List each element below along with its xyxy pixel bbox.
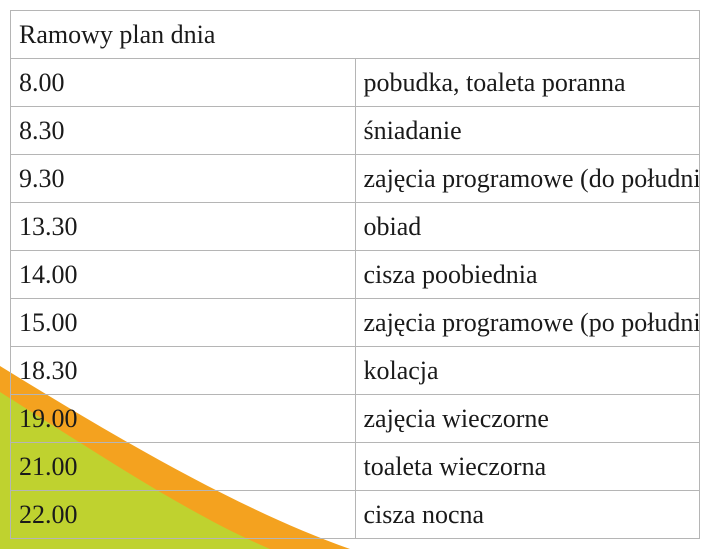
activity-cell: cisza poobiednia <box>354 250 700 299</box>
table-row: 8.30 śniadanie <box>10 106 700 155</box>
table-row: 19.00 zajęcia wieczorne <box>10 394 700 443</box>
time-cell: 21.00 <box>10 442 356 491</box>
time-cell: 14.00 <box>10 250 356 299</box>
activity-cell: zajęcia wieczorne <box>354 394 700 443</box>
time-cell: 18.30 <box>10 346 356 395</box>
time-cell: 8.30 <box>10 106 356 155</box>
title-row: Ramowy plan dnia <box>10 10 700 59</box>
table-row: 14.00 cisza poobiednia <box>10 250 700 299</box>
table-title: Ramowy plan dnia <box>10 10 700 59</box>
activity-cell: kolacja <box>354 346 700 395</box>
time-cell: 15.00 <box>10 298 356 347</box>
activity-cell: obiad <box>354 202 700 251</box>
table-row: 8.00 pobudka, toaleta poranna <box>10 58 700 107</box>
time-cell: 22.00 <box>10 490 356 539</box>
time-cell: 13.30 <box>10 202 356 251</box>
time-cell: 9.30 <box>10 154 356 203</box>
activity-cell: śniadanie <box>354 106 700 155</box>
table-row: 18.30 kolacja <box>10 346 700 395</box>
time-cell: 19.00 <box>10 394 356 443</box>
table-row: 13.30 obiad <box>10 202 700 251</box>
daily-schedule-table: Ramowy plan dnia 8.00 pobudka, toaleta p… <box>10 10 700 539</box>
table-row: 22.00 cisza nocna <box>10 490 700 539</box>
activity-cell: zajęcia programowe (do południowe) <box>354 154 700 203</box>
time-cell: 8.00 <box>10 58 356 107</box>
table-row: 9.30 zajęcia programowe (do południowe) <box>10 154 700 203</box>
activity-cell: pobudka, toaleta poranna <box>354 58 700 107</box>
activity-cell: cisza nocna <box>354 490 700 539</box>
table-row: 15.00 zajęcia programowe (po południowe) <box>10 298 700 347</box>
activity-cell: zajęcia programowe (po południowe) <box>354 298 700 347</box>
table-row: 21.00 toaleta wieczorna <box>10 442 700 491</box>
activity-cell: toaleta wieczorna <box>354 442 700 491</box>
